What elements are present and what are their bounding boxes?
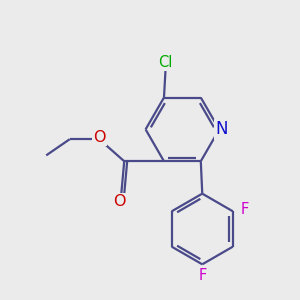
- Text: O: O: [93, 130, 106, 145]
- Text: F: F: [241, 202, 249, 217]
- Text: Cl: Cl: [158, 55, 172, 70]
- Text: F: F: [198, 268, 206, 283]
- Text: N: N: [215, 120, 228, 138]
- Text: O: O: [114, 194, 126, 209]
